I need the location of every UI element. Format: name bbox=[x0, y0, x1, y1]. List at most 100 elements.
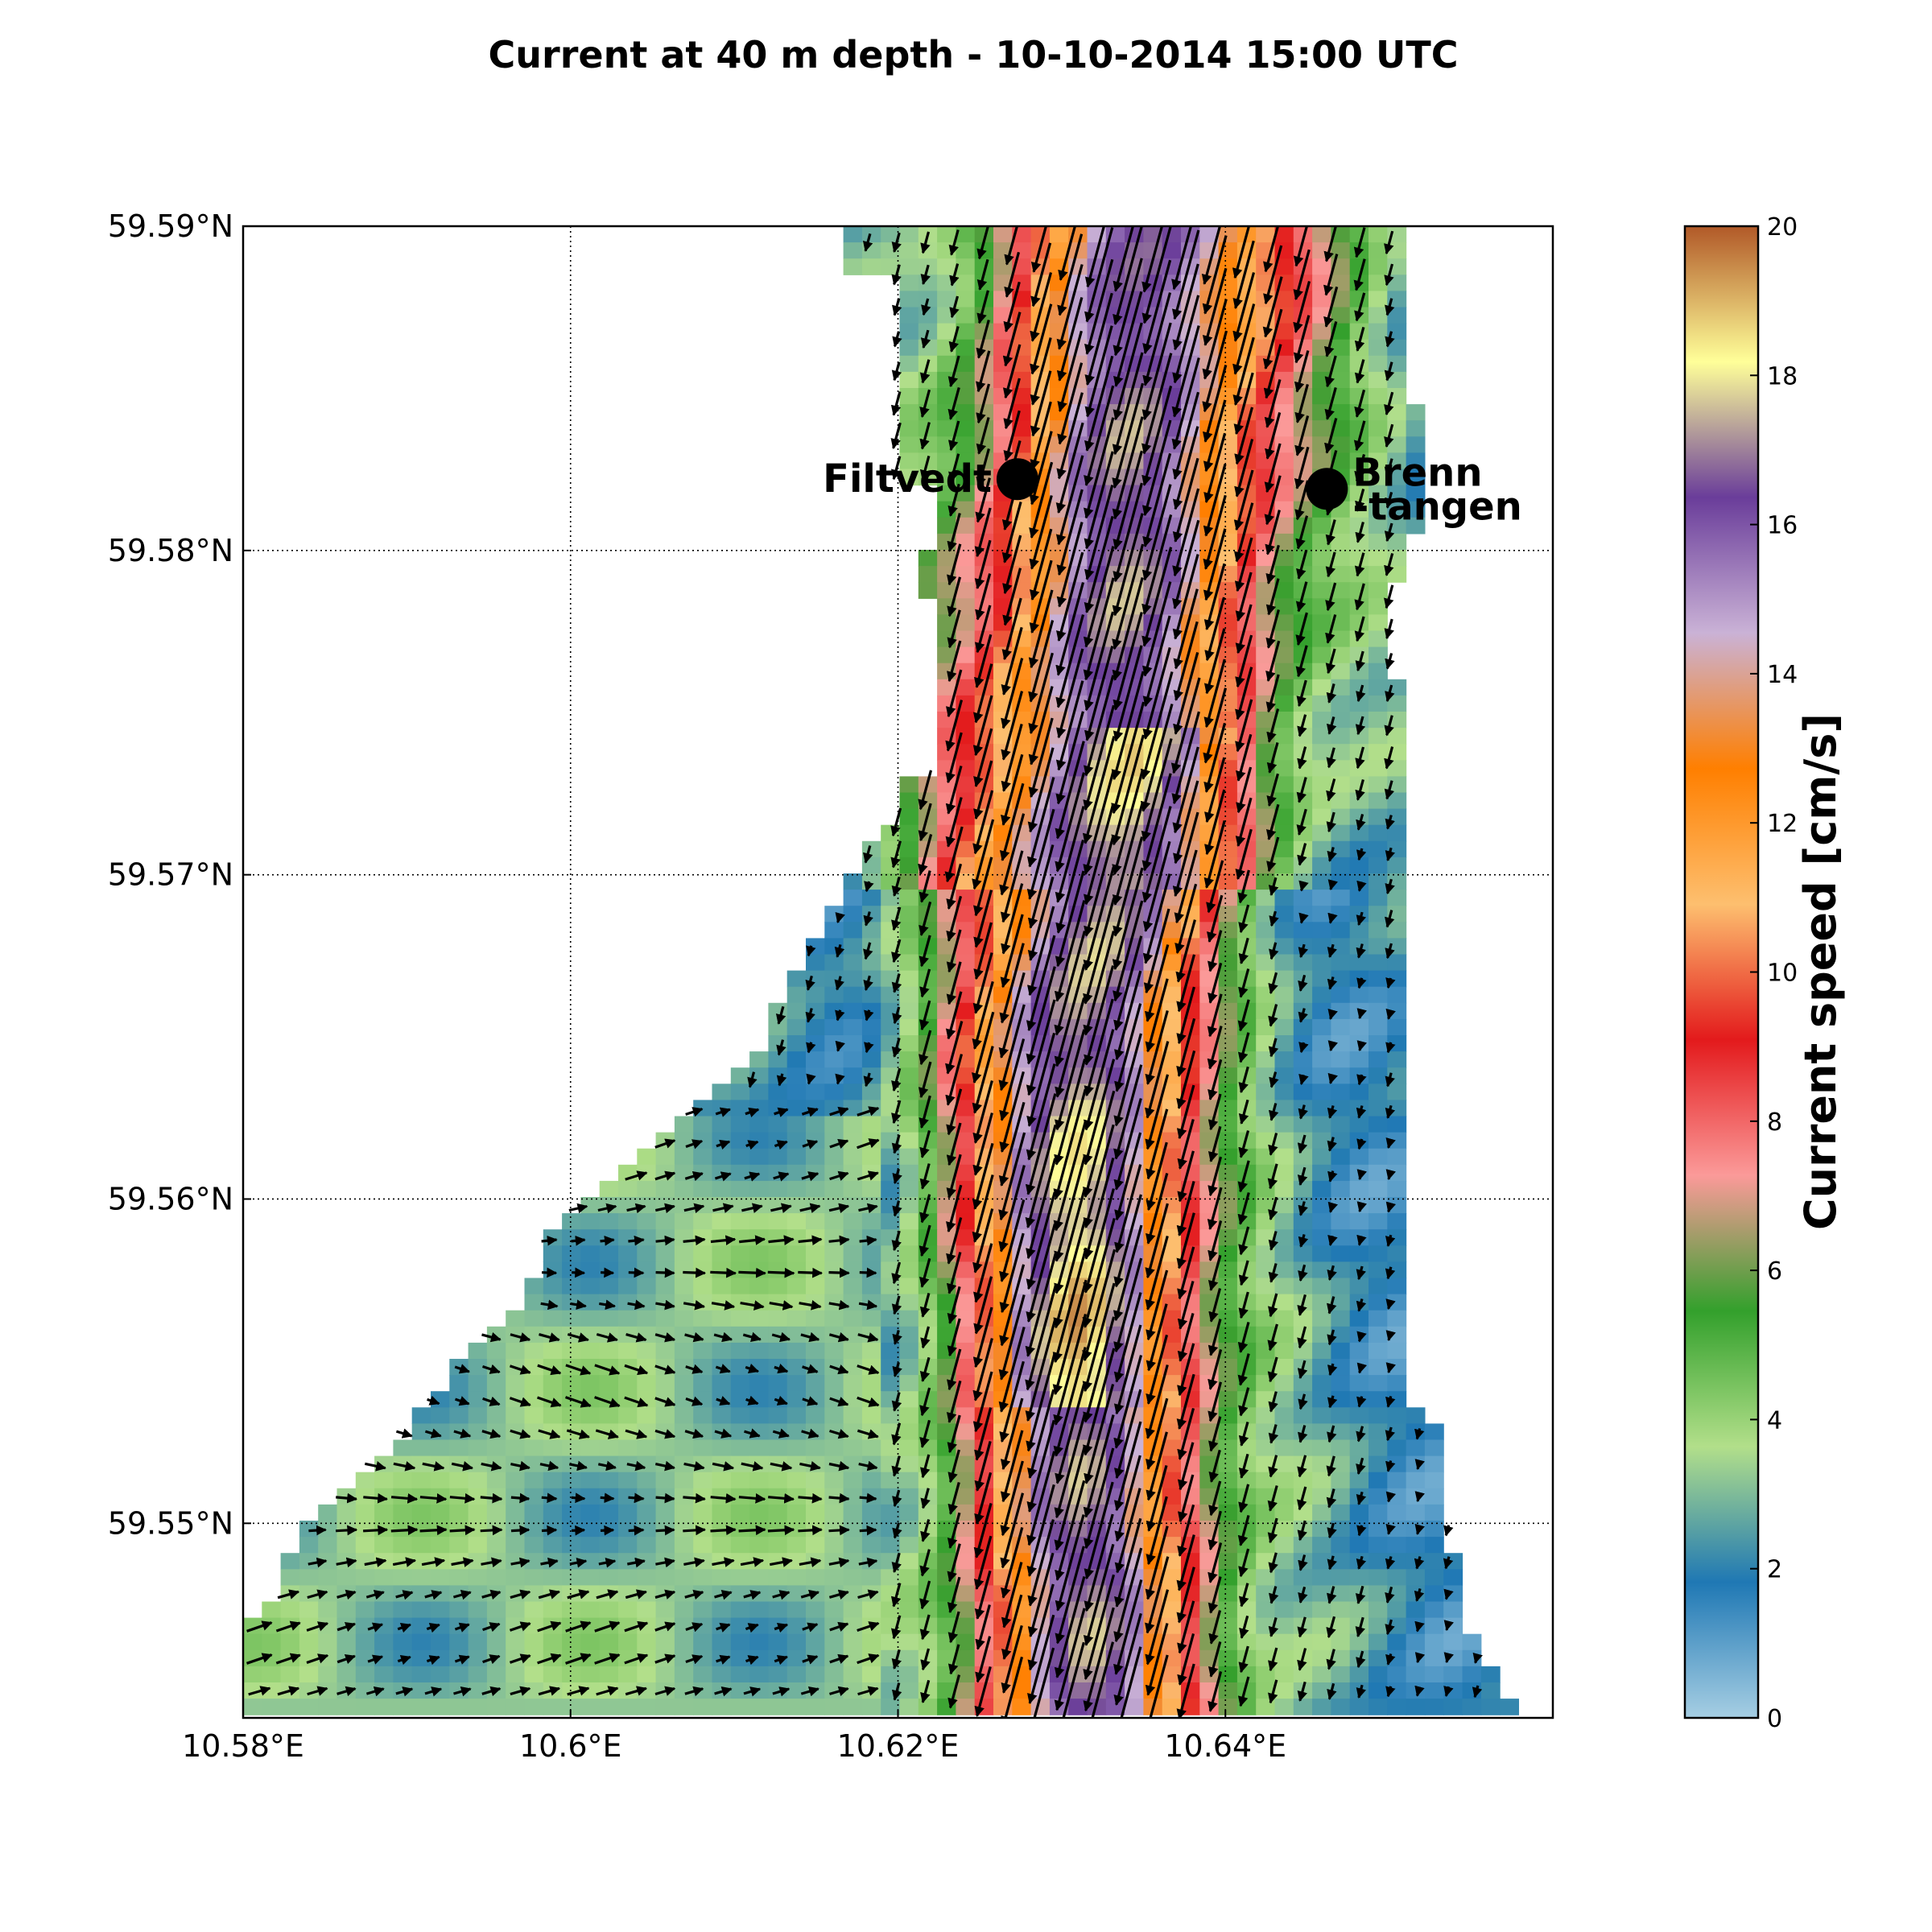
speed-cell bbox=[881, 1375, 901, 1392]
speed-cell bbox=[431, 1488, 450, 1505]
speed-cell bbox=[1105, 1051, 1125, 1068]
speed-cell bbox=[749, 1488, 769, 1505]
speed-cell bbox=[1293, 1472, 1313, 1489]
speed-cell bbox=[1312, 922, 1331, 939]
speed-cell bbox=[449, 1504, 469, 1521]
speed-cell bbox=[956, 1229, 976, 1246]
speed-cell bbox=[299, 1699, 319, 1715]
speed-cell bbox=[806, 1326, 825, 1344]
speed-cell bbox=[1368, 1018, 1388, 1036]
speed-cell bbox=[1368, 679, 1388, 696]
speed-cell bbox=[1443, 1666, 1463, 1683]
speed-cell bbox=[1274, 728, 1294, 745]
speed-cell bbox=[861, 1569, 881, 1586]
speed-cell bbox=[786, 1375, 807, 1392]
speed-cell bbox=[1368, 630, 1388, 648]
current-vector bbox=[683, 1267, 706, 1278]
speed-cell bbox=[1368, 226, 1388, 243]
speed-cell bbox=[899, 857, 919, 874]
speed-cell bbox=[1349, 258, 1369, 275]
speed-cell bbox=[355, 1699, 375, 1715]
speed-cell bbox=[1331, 1067, 1351, 1084]
speed-cell bbox=[956, 469, 976, 486]
speed-cell bbox=[1331, 582, 1351, 599]
current-vector bbox=[1356, 1169, 1368, 1181]
speed-cell bbox=[843, 890, 863, 906]
speed-cell bbox=[1368, 954, 1388, 972]
speed-cell bbox=[486, 1633, 506, 1651]
speed-cell bbox=[618, 1504, 638, 1521]
speed-cell bbox=[956, 388, 976, 405]
speed-cell bbox=[1331, 1601, 1351, 1619]
speed-cell bbox=[768, 1132, 788, 1150]
speed-cell bbox=[712, 1472, 732, 1489]
speed-cell bbox=[1274, 1035, 1294, 1052]
speed-cell bbox=[881, 1569, 901, 1586]
speed-cell bbox=[1012, 646, 1032, 664]
speed-cell bbox=[899, 291, 919, 308]
speed-cell bbox=[993, 388, 1013, 405]
speed-cell bbox=[693, 1245, 713, 1262]
speed-cell bbox=[1293, 371, 1313, 389]
speed-cell bbox=[1274, 1633, 1294, 1651]
speed-cell bbox=[1274, 1002, 1294, 1020]
speed-cell bbox=[974, 291, 994, 308]
speed-cell bbox=[355, 1553, 375, 1570]
speed-cell bbox=[355, 1617, 375, 1635]
speed-cell bbox=[1349, 323, 1369, 341]
speed-cell bbox=[1199, 824, 1220, 842]
speed-cell bbox=[449, 1666, 469, 1683]
speed-cell bbox=[768, 1601, 788, 1619]
speed-cell bbox=[861, 1537, 881, 1554]
speed-cell bbox=[1312, 792, 1331, 810]
speed-cell bbox=[1293, 1699, 1313, 1715]
speed-cell bbox=[806, 1666, 825, 1683]
speed-cell bbox=[1181, 1035, 1200, 1052]
speed-cell bbox=[1331, 744, 1351, 761]
speed-cell bbox=[881, 258, 901, 275]
speed-cell bbox=[1274, 808, 1294, 826]
speed-cell bbox=[1349, 1018, 1369, 1036]
speed-cell bbox=[1293, 1148, 1313, 1166]
speed-cell bbox=[1218, 1407, 1238, 1424]
speed-cell bbox=[1218, 1585, 1238, 1603]
speed-cell bbox=[1312, 1488, 1331, 1505]
speed-cell bbox=[1012, 792, 1032, 810]
speed-cell bbox=[1406, 1537, 1426, 1554]
speed-cell bbox=[1480, 1666, 1501, 1683]
speed-cell bbox=[824, 1310, 844, 1327]
speed-cell bbox=[1293, 1569, 1313, 1586]
speed-cell bbox=[712, 1391, 732, 1408]
speed-cell bbox=[1199, 469, 1220, 486]
speed-cell bbox=[1312, 824, 1331, 842]
speed-cell bbox=[1274, 1455, 1294, 1473]
speed-cell bbox=[1387, 566, 1407, 583]
speed-cell bbox=[1368, 404, 1388, 421]
speed-cell bbox=[1312, 970, 1331, 988]
speed-cell bbox=[543, 1601, 563, 1619]
speed-cell bbox=[1387, 824, 1407, 842]
speed-cell bbox=[1274, 1067, 1294, 1084]
speed-cell bbox=[730, 1116, 750, 1133]
speed-cell bbox=[562, 1310, 581, 1327]
speed-cell bbox=[1293, 1278, 1313, 1295]
speed-cell bbox=[824, 1407, 844, 1424]
speed-cell bbox=[806, 1245, 825, 1262]
speed-cell bbox=[1218, 938, 1238, 956]
speed-cell bbox=[899, 1585, 919, 1603]
speed-cell bbox=[730, 1375, 750, 1392]
speed-cell bbox=[468, 1633, 488, 1651]
speed-cell bbox=[1012, 695, 1032, 712]
speed-cell bbox=[637, 1601, 657, 1619]
colorbar-tick-label: 8 bbox=[1767, 1108, 1782, 1137]
map-axes: 10.58°E 10.6°E 10.62°E 10.64°E 59.59°N59.58… bbox=[108, 208, 1554, 1764]
speed-cell bbox=[1368, 436, 1388, 453]
speed-cell bbox=[1105, 1084, 1125, 1100]
speed-cell bbox=[1236, 1699, 1257, 1715]
speed-cell bbox=[693, 1359, 713, 1376]
speed-cell bbox=[899, 452, 919, 470]
speed-cell bbox=[599, 1699, 619, 1715]
speed-cell bbox=[599, 1245, 619, 1262]
speed-cell bbox=[1387, 226, 1407, 243]
speed-cell bbox=[749, 1084, 769, 1100]
